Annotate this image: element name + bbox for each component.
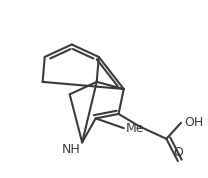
Text: Me: Me [126,122,144,135]
Text: NH: NH [61,143,80,156]
Text: O: O [173,146,183,159]
Text: OH: OH [184,116,203,129]
